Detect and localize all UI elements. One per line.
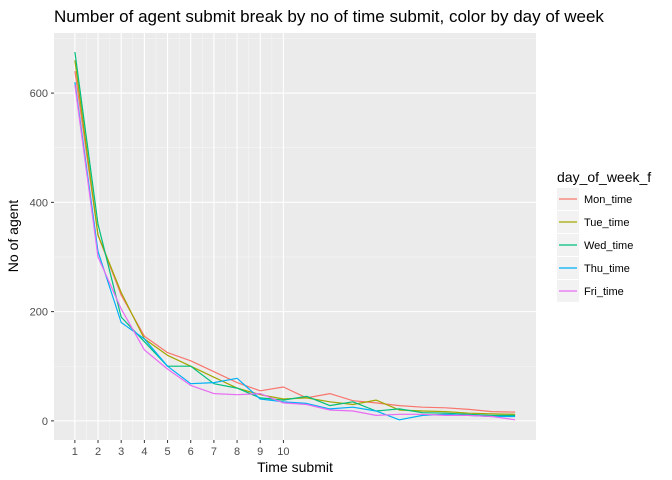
legend-key (557, 211, 579, 233)
x-tick-label: 5 (164, 446, 170, 458)
legend-label: Mon_time (584, 194, 632, 206)
chart-title: Number of agent submit break by no of ti… (54, 7, 604, 26)
series-line-thu-time (74, 82, 516, 421)
plot-panel (54, 33, 536, 440)
legend-label: Wed_time (584, 240, 633, 252)
legend-key (557, 234, 579, 256)
legend-label: Fri_time (584, 286, 624, 298)
legend-title: day_of_week_f (557, 169, 651, 185)
legend-key (557, 188, 579, 210)
y-tick-label: 0 (42, 416, 48, 428)
y-axis-title: No of agent (5, 200, 21, 272)
legend-label: Tue_time (584, 217, 629, 229)
x-tick-label: 10 (277, 446, 289, 458)
x-tick-label: 7 (211, 446, 217, 458)
y-tick-label: 200 (30, 307, 48, 319)
x-tick-label: 8 (234, 446, 240, 458)
x-axis: 1 2 3 4 5 6 7 8 9 10 (72, 440, 290, 458)
major-gridlines (54, 33, 536, 440)
y-tick-label: 400 (30, 197, 48, 209)
x-tick-label: 1 (72, 446, 78, 458)
y-axis: 0 200 400 600 (30, 88, 54, 428)
series-line-fri-time (74, 84, 516, 421)
x-axis-title: Time submit (257, 459, 333, 475)
series-lines (74, 52, 516, 421)
legend-key (557, 257, 579, 279)
series-line-mon-time (74, 71, 516, 413)
x-tick-label: 4 (141, 446, 147, 458)
legend-key (557, 280, 579, 302)
x-tick-label: 3 (118, 446, 124, 458)
x-tick-label: 6 (188, 446, 194, 458)
x-tick-label: 2 (95, 446, 101, 458)
legend: day_of_week_f Mon_time Tue_time Wed_time Th… (557, 169, 651, 302)
y-tick-label: 600 (30, 88, 48, 100)
series-line-wed-time (74, 52, 516, 416)
x-tick-label: 9 (257, 446, 263, 458)
legend-label: Thu_time (584, 263, 630, 275)
